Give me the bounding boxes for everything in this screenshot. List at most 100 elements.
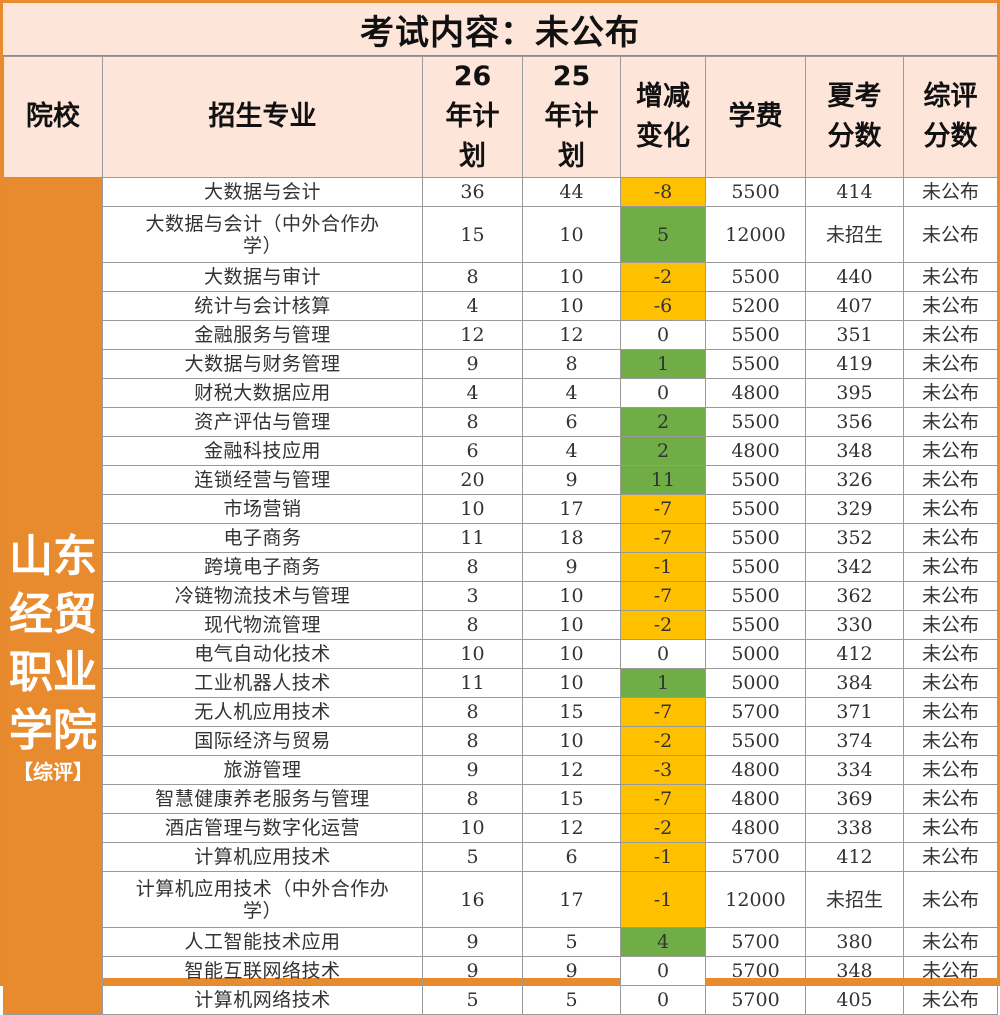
plan26-cell: 4 [422, 378, 523, 408]
plan25-cell: 12 [522, 755, 621, 785]
major-cell: 跨境电子商务 [102, 552, 423, 582]
plan26-cell: 16 [422, 871, 523, 928]
plan25-cell: 5 [522, 985, 621, 1015]
change-cell: 11 [620, 465, 706, 495]
change-cell: -1 [620, 842, 706, 872]
plan25-cell: 10 [522, 206, 621, 263]
comp-score-cell: 未公布 [903, 927, 998, 957]
table-row: 智能互联网络技术 9 9 0 5700 348 未公布 [4, 956, 998, 986]
summer-score-cell: 329 [805, 494, 904, 524]
comp-score-cell: 未公布 [903, 813, 998, 843]
summer-score-cell: 371 [805, 697, 904, 727]
summer-score-cell: 440 [805, 262, 904, 292]
enrollment-table: 院校 招生专业 26年计划 25年计划 增减变化 学费 夏考分数 综评分数 山东… [3, 56, 998, 1015]
fee-cell: 5700 [705, 985, 806, 1015]
fee-cell: 4800 [705, 755, 806, 785]
change-cell: -7 [620, 784, 706, 814]
plan26-cell: 8 [422, 610, 523, 640]
plan25-cell: 44 [522, 177, 621, 207]
plan25-cell: 10 [522, 668, 621, 698]
major-cell: 无人机应用技术 [102, 697, 423, 727]
header-school: 院校 [3, 56, 103, 178]
major-cell: 财税大数据应用 [102, 378, 423, 408]
summer-score-cell: 352 [805, 523, 904, 553]
major-cell: 电气自动化技术 [102, 639, 423, 669]
summer-score-cell: 348 [805, 436, 904, 466]
plan25-cell: 6 [522, 407, 621, 437]
school-name: 山东经贸职业学院 [9, 531, 97, 756]
major-cell: 智能互联网络技术 [102, 956, 423, 986]
major-cell: 冷链物流技术与管理 [102, 581, 423, 611]
table-row: 智慧健康养老服务与管理 8 15 -7 4800 369 未公布 [4, 784, 998, 814]
fee-cell: 5700 [705, 697, 806, 727]
fee-cell: 5500 [705, 465, 806, 495]
change-cell: 4 [620, 927, 706, 957]
plan26-cell: 4 [422, 291, 523, 321]
change-cell: 0 [620, 956, 706, 986]
plan26-cell: 8 [422, 784, 523, 814]
comp-score-cell: 未公布 [903, 842, 998, 872]
comp-score-cell: 未公布 [903, 639, 998, 669]
comp-score-cell: 未公布 [903, 697, 998, 727]
change-cell: 0 [620, 320, 706, 350]
plan26-cell: 36 [422, 177, 523, 207]
table-row: 市场营销 10 17 -7 5500 329 未公布 [4, 494, 998, 524]
change-cell: -7 [620, 494, 706, 524]
fee-cell: 5500 [705, 177, 806, 207]
summer-score-cell: 338 [805, 813, 904, 843]
plan26-cell: 9 [422, 927, 523, 957]
table-row: 统计与会计核算 4 10 -6 5200 407 未公布 [4, 291, 998, 321]
fee-cell: 5500 [705, 581, 806, 611]
plan26-cell: 20 [422, 465, 523, 495]
change-cell: -1 [620, 552, 706, 582]
plan25-cell: 15 [522, 697, 621, 727]
major-cell: 计算机应用技术 [102, 842, 423, 872]
plan25-cell: 6 [522, 842, 621, 872]
header-change: 增减变化 [620, 56, 706, 178]
change-cell: -7 [620, 581, 706, 611]
summer-score-cell: 380 [805, 927, 904, 957]
school-cell: 山东经贸职业学院 【综评】 [3, 177, 103, 1015]
comp-score-cell: 未公布 [903, 378, 998, 408]
summer-score-cell: 412 [805, 842, 904, 872]
major-cell: 大数据与审计 [102, 262, 423, 292]
summer-score-cell: 369 [805, 784, 904, 814]
table-row: 人工智能技术应用 9 5 4 5700 380 未公布 [4, 927, 998, 957]
major-cell: 人工智能技术应用 [102, 927, 423, 957]
major-cell: 连锁经营与管理 [102, 465, 423, 495]
table-body: 山东经贸职业学院 【综评】 大数据与会计 36 44 -8 5500 414 未公布 大数据与会计… [3, 177, 998, 1015]
table-row: 金融服务与管理 12 12 0 5500 351 未公布 [4, 320, 998, 350]
summer-score-cell: 334 [805, 755, 904, 785]
header-row: 院校 招生专业 26年计划 25年计划 增减变化 学费 夏考分数 综评分数 [3, 56, 998, 178]
comp-score-cell: 未公布 [903, 291, 998, 321]
change-cell: -8 [620, 177, 706, 207]
plan25-cell: 10 [522, 639, 621, 669]
plan25-cell: 5 [522, 927, 621, 957]
comp-score-cell: 未公布 [903, 465, 998, 495]
plan26-cell: 8 [422, 552, 523, 582]
fee-cell: 5000 [705, 639, 806, 669]
summer-score-cell: 395 [805, 378, 904, 408]
fee-cell: 4800 [705, 436, 806, 466]
plan25-cell: 10 [522, 291, 621, 321]
fee-cell: 12000 [705, 206, 806, 263]
major-cell: 资产评估与管理 [102, 407, 423, 437]
major-cell: 酒店管理与数字化运营 [102, 813, 423, 843]
header-summer-score: 夏考分数 [805, 56, 904, 178]
summer-score-cell: 未招生 [805, 871, 904, 928]
table-row: 大数据与审计 8 10 -2 5500 440 未公布 [4, 262, 998, 292]
plan26-cell: 8 [422, 407, 523, 437]
summer-score-cell: 326 [805, 465, 904, 495]
change-cell: 1 [620, 349, 706, 379]
fee-cell: 5500 [705, 494, 806, 524]
comp-score-cell: 未公布 [903, 177, 998, 207]
plan26-cell: 5 [422, 985, 523, 1015]
major-cell: 大数据与会计（中外合作办学） [102, 206, 423, 263]
fee-cell: 5500 [705, 320, 806, 350]
major-cell: 旅游管理 [102, 755, 423, 785]
plan25-cell: 9 [522, 552, 621, 582]
plan26-cell: 10 [422, 813, 523, 843]
fee-cell: 5500 [705, 407, 806, 437]
comp-score-cell: 未公布 [903, 668, 998, 698]
